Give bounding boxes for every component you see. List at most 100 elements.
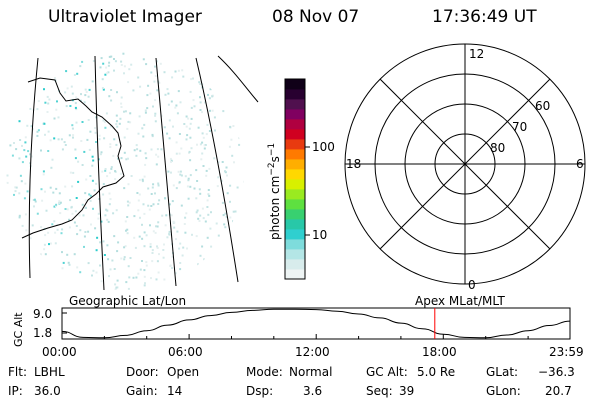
uv-pixel bbox=[124, 245, 127, 248]
uv-pixel bbox=[106, 209, 109, 212]
uv-pixel bbox=[175, 104, 178, 107]
uv-pixel bbox=[168, 233, 171, 236]
uv-pixel bbox=[88, 88, 91, 91]
uv-pixel bbox=[43, 122, 46, 125]
uv-pixel bbox=[170, 160, 172, 163]
uv-pixel bbox=[229, 125, 232, 128]
uv-pixel bbox=[21, 224, 24, 227]
uv-pixel bbox=[132, 276, 135, 279]
uv-pixel bbox=[224, 170, 226, 173]
uv-pixel bbox=[186, 247, 188, 250]
uv-pixel bbox=[78, 214, 81, 217]
uv-pixel bbox=[169, 157, 172, 160]
uv-pixel bbox=[147, 84, 150, 87]
uv-pixel bbox=[106, 175, 109, 178]
uv-pixel bbox=[31, 128, 34, 131]
uv-pixel bbox=[104, 214, 107, 217]
uv-pixel bbox=[66, 253, 69, 256]
uv-pixel bbox=[169, 265, 172, 267]
uv-pixel bbox=[168, 137, 171, 140]
uv-pixel bbox=[133, 236, 136, 239]
colorbar-segment bbox=[285, 199, 305, 210]
uv-pixel bbox=[226, 174, 228, 177]
uv-pixel bbox=[75, 225, 78, 227]
uv-pixel bbox=[141, 178, 144, 181]
color-scale bbox=[285, 79, 305, 280]
uv-pixel bbox=[123, 65, 126, 68]
uv-pixel bbox=[71, 124, 74, 127]
uv-pixel bbox=[91, 164, 94, 167]
uv-pixel bbox=[238, 143, 241, 146]
uv-pixel bbox=[243, 180, 244, 183]
uv-pixel bbox=[116, 279, 119, 282]
uv-pixel bbox=[197, 217, 200, 220]
uv-pixel bbox=[135, 276, 138, 279]
uv-pixel bbox=[205, 174, 208, 177]
uv-pixel bbox=[222, 110, 225, 113]
uv-pixel bbox=[36, 108, 39, 111]
uv-pixel bbox=[92, 159, 95, 162]
uv-pixel bbox=[6, 181, 9, 184]
uv-pixel bbox=[69, 171, 72, 174]
uv-pixel bbox=[127, 157, 129, 160]
uv-pixel bbox=[187, 197, 190, 200]
uv-pixel bbox=[94, 131, 97, 134]
uv-pixel bbox=[203, 144, 206, 147]
uv-pixel bbox=[14, 186, 17, 189]
uv-pixel bbox=[157, 221, 160, 224]
uv-pixel bbox=[141, 223, 143, 226]
uv-pixel bbox=[18, 157, 21, 160]
uv-pixel bbox=[208, 167, 211, 170]
uv-pixel bbox=[230, 138, 233, 141]
uv-pixel bbox=[114, 283, 117, 286]
uv-pixel bbox=[141, 180, 144, 183]
uv-pixel bbox=[143, 275, 146, 278]
uv-pixel bbox=[126, 127, 129, 130]
uv-pixel bbox=[213, 116, 216, 119]
uv-pixel bbox=[60, 138, 63, 141]
uv-pixel bbox=[85, 91, 88, 93]
uv-pixel bbox=[209, 109, 211, 112]
uv-pixel bbox=[29, 153, 31, 156]
uv-pixel bbox=[167, 92, 170, 95]
uv-pixel bbox=[150, 277, 152, 280]
uv-pixel bbox=[126, 200, 129, 203]
uv-pixel bbox=[133, 215, 136, 218]
uv-pixel bbox=[207, 93, 209, 96]
meridian-diagonal-b bbox=[379, 78, 551, 250]
uv-pixel bbox=[112, 212, 115, 215]
lat-label-70: 70 bbox=[512, 120, 527, 134]
colorbar-segment bbox=[285, 219, 305, 230]
uv-pixel bbox=[76, 266, 79, 269]
uv-pixel bbox=[189, 174, 192, 177]
uv-pixel bbox=[47, 150, 50, 152]
uv-pixel bbox=[70, 85, 73, 88]
uv-pixel bbox=[26, 124, 29, 127]
uv-pixel bbox=[66, 208, 69, 211]
uv-pixel bbox=[173, 226, 176, 229]
uv-pixel bbox=[96, 236, 99, 239]
uv-pixel bbox=[69, 105, 72, 107]
uv-pixel bbox=[53, 117, 56, 120]
uv-pixel bbox=[48, 98, 51, 101]
uv-pixel bbox=[158, 199, 161, 202]
uv-pixel bbox=[60, 232, 63, 235]
uv-pixel bbox=[108, 203, 111, 206]
uv-pixel bbox=[203, 147, 206, 150]
uv-pixel bbox=[224, 212, 227, 215]
uv-pixel bbox=[25, 155, 28, 158]
uv-pixel bbox=[44, 234, 47, 237]
uv-pixel bbox=[133, 149, 136, 152]
uv-pixel bbox=[92, 269, 95, 272]
uv-pixel bbox=[205, 133, 208, 136]
uv-pixel bbox=[201, 111, 203, 114]
uv-pixel bbox=[51, 158, 54, 161]
uv-pixel bbox=[100, 151, 103, 154]
uv-pixel bbox=[123, 246, 126, 249]
uv-pixel bbox=[93, 189, 96, 192]
uv-pixel bbox=[109, 143, 112, 146]
uv-pixel bbox=[73, 221, 76, 224]
uv-pixel bbox=[115, 123, 118, 126]
uv-pixel bbox=[188, 127, 191, 130]
coastline bbox=[21, 77, 125, 239]
